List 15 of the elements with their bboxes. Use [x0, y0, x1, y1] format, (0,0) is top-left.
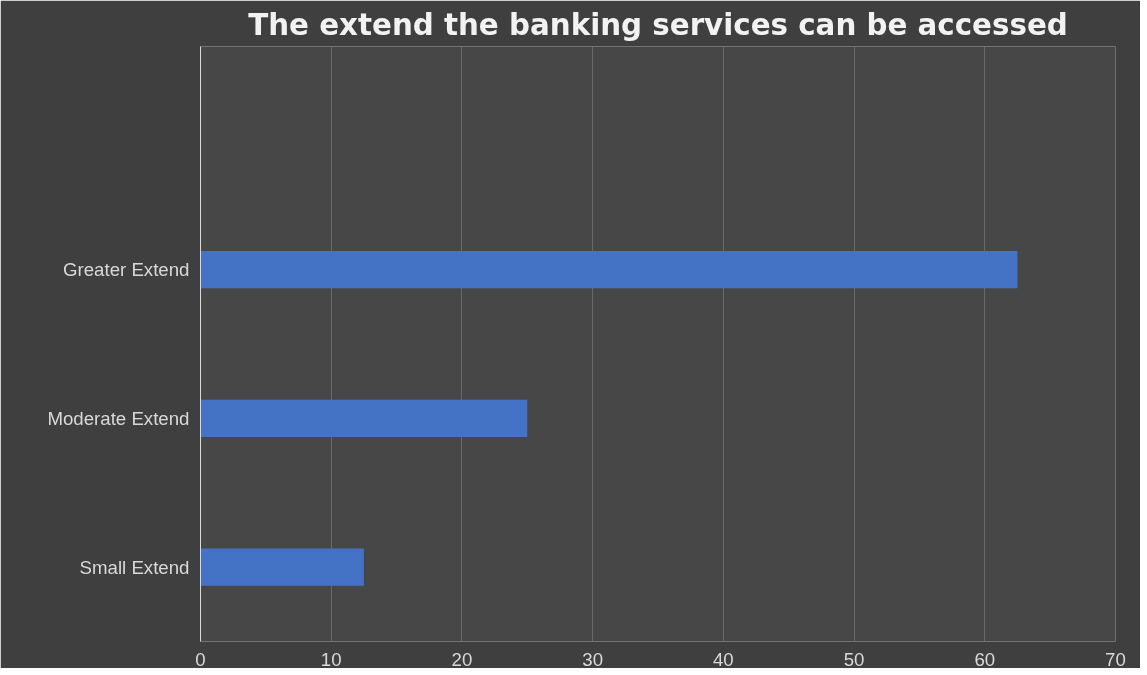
bar — [200, 399, 528, 437]
x-tick-label: 30 — [582, 648, 604, 670]
x-tick-label: 10 — [320, 648, 342, 670]
y-tick-label: Small Extend — [79, 556, 190, 578]
x-tick-label: 60 — [974, 648, 996, 670]
x-tick-label: 20 — [451, 648, 473, 670]
x-tick-label: 50 — [843, 648, 865, 670]
x-tick-label: 40 — [712, 648, 734, 670]
y-tick-label: Moderate Extend — [47, 407, 190, 429]
bar — [200, 548, 364, 586]
chart-title: The extend the banking services can be accessed — [248, 7, 1068, 42]
x-tick-label: 0 — [195, 648, 206, 670]
bar — [200, 251, 1018, 289]
x-tick-label: 70 — [1105, 648, 1126, 670]
y-tick-label: Greater Extend — [62, 259, 190, 281]
